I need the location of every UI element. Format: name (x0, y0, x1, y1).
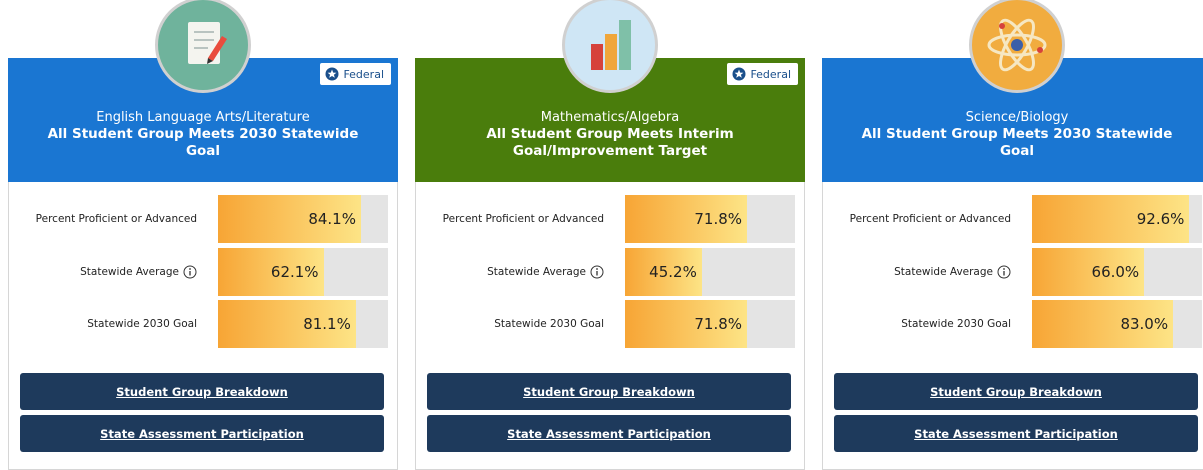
card-header: Federal Mathematics/Algebra All Student Gr… (415, 58, 805, 182)
metric-label-text: Statewide 2030 Goal (901, 318, 1011, 330)
metric-label-text: Percent Proficient or Advanced (442, 213, 604, 225)
star-icon (325, 67, 339, 81)
bar: 84.1% (218, 195, 361, 243)
metric-row: Percent Proficient or Advanced 84.1% (9, 195, 397, 243)
button[interactable]: State Assessment Participation (834, 415, 1198, 452)
bar-value: 84.1% (308, 210, 356, 228)
icon-graphic (591, 20, 631, 70)
button[interactable]: Student Group Breakdown (427, 373, 791, 410)
metric-label: Statewide 2030 Goal (87, 300, 197, 348)
federal-badge: Federal (320, 63, 391, 85)
metric-row: Statewide Average 66.0% (823, 247, 1203, 296)
bar-track: 83.0% (1032, 300, 1202, 348)
bar: 66.0% (1032, 247, 1145, 296)
info[interactable] (590, 265, 604, 279)
button[interactable]: State Assessment Participation (20, 415, 384, 452)
subject: Science/Biology (965, 110, 1069, 125)
button[interactable]: State Assessment Participation (427, 415, 791, 452)
status: All Student Group Meets 2030 Statewide G… (861, 126, 1173, 159)
bar-value: 45.2% (649, 262, 697, 281)
bar-value: 71.8% (694, 315, 743, 333)
card: Federal English Language Arts/Literature A… (8, 0, 398, 470)
metric-row: Statewide Average 62.1% (9, 247, 397, 296)
icon-graphic (987, 18, 1047, 72)
metric-label-text: Statewide 2030 Goal (87, 318, 197, 330)
bar-value: 62.1% (270, 262, 319, 281)
bar-track: 71.8% (625, 195, 795, 243)
button[interactable]: Student Group Breakdown (834, 373, 1198, 410)
info-icon[interactable] (183, 265, 197, 279)
bar: 71.8% (625, 195, 748, 243)
bar-track: 84.1% (218, 195, 388, 243)
metric-row: Percent Proficient or Advanced 92.6% (823, 195, 1203, 243)
bar: 83.0% (1032, 300, 1174, 348)
metric-label: Statewide 2030 Goal (494, 300, 604, 348)
badge-text: Federal (750, 67, 791, 81)
metric-label: Percent Proficient or Advanced (443, 195, 604, 243)
metric-label-text: Statewide Average (894, 265, 993, 278)
metric-row: Statewide 2030 Goal 83.0% (823, 300, 1203, 348)
info-icon[interactable] (997, 265, 1011, 279)
bar-value: 83.0% (1120, 315, 1169, 333)
subject-icon (969, 0, 1065, 93)
card-body: Percent Proficient or Advanced 84.1% State… (8, 182, 398, 470)
bar-value: 71.8% (694, 210, 743, 228)
metric-label: Percent Proficient or Advanced (850, 195, 1011, 243)
subject-icon (562, 0, 658, 93)
subject: English Language Arts/Literature (96, 110, 310, 125)
badge-text: Federal (343, 67, 384, 81)
metric-row: Statewide 2030 Goal 81.1% (9, 300, 397, 348)
bar-value: 66.0% (1091, 262, 1140, 281)
bar-track: 62.1% (218, 247, 388, 296)
status: All Student Group Meets 2030 Statewide G… (47, 126, 359, 159)
bar: 92.6% (1032, 195, 1190, 243)
bar-track: 92.6% (1032, 195, 1202, 243)
metric-row: Percent Proficient or Advanced 71.8% (416, 195, 804, 243)
icon-graphic (188, 22, 227, 64)
federal-badge: Federal (727, 63, 798, 85)
metric-row: Statewide Average 45.2% (416, 247, 804, 296)
metric-label-text: Percent Proficient or Advanced (849, 213, 1011, 225)
metric-label: Percent Proficient or Advanced (36, 195, 197, 243)
metric-label: Statewide Average (894, 248, 1011, 296)
card-body: Percent Proficient or Advanced 92.6% State… (822, 182, 1203, 470)
metric-label: Statewide 2030 Goal (901, 300, 1011, 348)
card: Federal Mathematics/Algebra All Student Gr… (415, 0, 805, 470)
bar: 62.1% (218, 247, 324, 296)
metric-label-text: Statewide Average (487, 265, 586, 278)
metric-label: Statewide Average (80, 248, 197, 296)
bar-track: 45.2% (625, 247, 795, 296)
status: All Student Group Meets Interim Goal/Imp… (486, 126, 734, 159)
info[interactable] (183, 265, 197, 279)
metric-label-text: Statewide Average (80, 265, 179, 278)
metric-label-text: Percent Proficient or Advanced (35, 213, 197, 225)
bar: 71.8% (625, 300, 748, 348)
bar: 45.2% (625, 247, 702, 296)
info[interactable] (997, 265, 1011, 279)
card: Science/Biology All Student Group Meets 2… (822, 0, 1203, 470)
metric-label: Statewide Average (487, 248, 604, 296)
bar-value: 92.6% (1136, 210, 1185, 228)
bar-value: 81.1% (303, 315, 351, 333)
metric-label-text: Statewide 2030 Goal (494, 318, 604, 330)
bar-track: 66.0% (1032, 247, 1202, 296)
bar-track: 71.8% (625, 300, 795, 348)
button[interactable]: Student Group Breakdown (20, 373, 384, 410)
info-icon[interactable] (590, 265, 604, 279)
bar: 81.1% (218, 300, 356, 348)
metric-row: Statewide 2030 Goal 71.8% (416, 300, 804, 348)
star-icon (732, 67, 746, 81)
subject-icon (155, 0, 251, 93)
card-body: Percent Proficient or Advanced 71.8% State… (415, 182, 805, 470)
bar-track: 81.1% (218, 300, 388, 348)
subject: Mathematics/Algebra (540, 110, 680, 125)
